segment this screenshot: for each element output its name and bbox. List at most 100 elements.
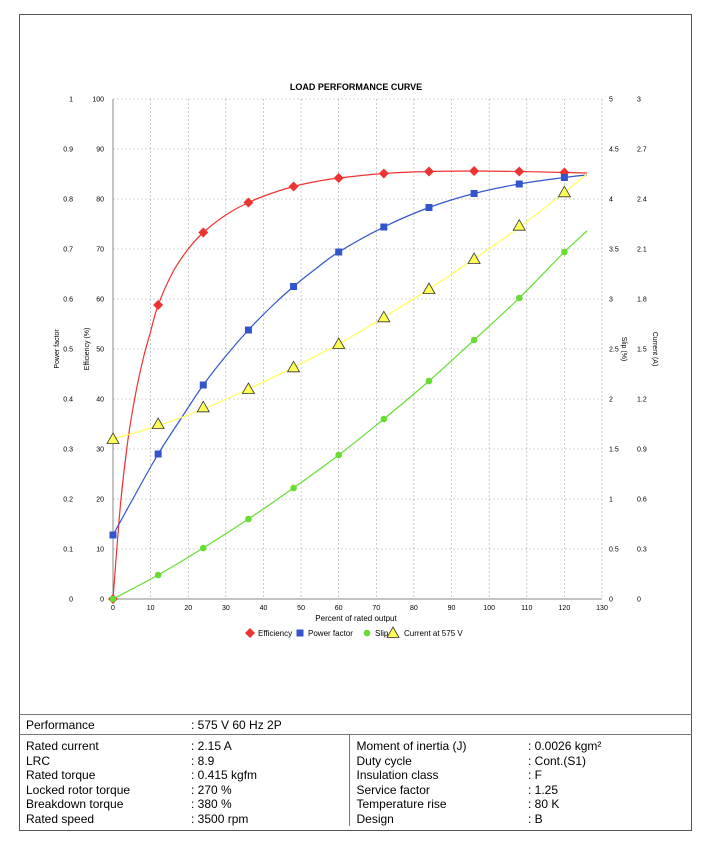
- efficiency-point: [333, 173, 344, 183]
- x-tick-label: 0: [111, 605, 115, 612]
- x-axis-label: Percent of rated output: [315, 614, 397, 623]
- current-point: [377, 310, 391, 323]
- performance-row: Performance : 575 V 60 Hz 2P: [19, 714, 692, 735]
- slip-tick-label: 0.5: [609, 547, 619, 554]
- x-tick-label: 70: [372, 605, 380, 612]
- chart-frame: [19, 14, 692, 831]
- slip-point: [154, 571, 162, 579]
- spec-row: Rated torque : 0.415 kgfm Insulation cla…: [19, 768, 692, 783]
- slip-tick-label: 1: [609, 497, 613, 504]
- x-tick-label: 20: [184, 605, 192, 612]
- slip-axis-label: Slip (%): [620, 337, 627, 362]
- efficiency-tick-label: 80: [96, 197, 104, 204]
- efficiency-tick-label: 20: [96, 497, 104, 504]
- power-point: [335, 248, 343, 256]
- current-point: [332, 337, 346, 349]
- power-point: [244, 326, 252, 334]
- spec-value: : 0.0026 kgm²: [528, 739, 602, 754]
- power-point: [290, 283, 298, 290]
- power-point: [425, 204, 433, 211]
- x-tick-label: 100: [483, 605, 495, 612]
- efficiency-tick-label: 0: [100, 597, 104, 604]
- load-performance-chart: LOAD PERFORMANCE CURVE 0 10 20 30 40 50 60 70 80…: [54, 82, 658, 638]
- spec-value: : 2.15 A: [191, 739, 232, 754]
- slip-tick-label: 4.5: [609, 147, 619, 154]
- current-point: [286, 360, 301, 373]
- legend: Efficiency Power factor Slip Current at 575…: [245, 626, 463, 638]
- spec-label: Locked rotor torque: [26, 782, 131, 797]
- x-tick-label: 110: [521, 605, 532, 612]
- efficiency-point: [198, 227, 209, 238]
- spec-label: Temperature rise: [348, 797, 521, 812]
- spec-table: Performance : 575 V 60 Hz 2P Rated curre…: [19, 714, 692, 826]
- efficiency-tick-label: 100: [92, 97, 104, 104]
- grid: [113, 98, 603, 599]
- x-tick-label: 80: [410, 605, 418, 612]
- slip-point: [245, 515, 252, 523]
- power-factor-tick-label: 1: [69, 97, 73, 104]
- curves: [112, 170, 588, 600]
- slip-point: [109, 595, 117, 603]
- spec-label: Rated torque: [26, 768, 96, 783]
- current-point: [557, 185, 572, 198]
- current-tick-label: 1.2: [637, 397, 647, 404]
- spec-label: Insulation class: [348, 768, 521, 783]
- spec-value: : 80 K: [528, 797, 560, 812]
- efficiency-tick-label: 60: [96, 297, 104, 304]
- power-factor-tick-label: 0.7: [63, 247, 73, 254]
- spec-value: : 380 %: [191, 797, 232, 812]
- slip-point: [425, 377, 433, 385]
- x-tick-label: 50: [297, 605, 305, 612]
- current-tick-label: 0.9: [637, 447, 647, 454]
- current-tick-label: 0: [637, 597, 641, 604]
- efficiency-tick-label: 10: [96, 547, 104, 554]
- spec-value: : 3500 rpm: [191, 811, 249, 826]
- efficiency-point: [243, 197, 254, 208]
- slip-tick-label: 5: [609, 97, 613, 104]
- spec-label: Design: [348, 811, 521, 826]
- current-point: [151, 417, 165, 429]
- slip-tick-label: 3: [609, 297, 613, 304]
- efficiency-tick-label: 50: [96, 347, 104, 354]
- current-tick-label: 2.7: [637, 147, 647, 154]
- performance-value: : 575 V 60 Hz 2P: [184, 714, 692, 735]
- legend-power-label: Power factor: [308, 629, 353, 638]
- current-point: [106, 432, 120, 444]
- x-tick-label: 30: [222, 605, 230, 612]
- slip-point: [380, 415, 388, 423]
- power-point: [560, 174, 568, 181]
- slip-tick-label: 0: [609, 597, 613, 604]
- legend-slip-marker: [363, 629, 371, 637]
- spec-value: : F: [528, 768, 542, 783]
- legend-slip-label: Slip: [375, 629, 389, 638]
- spec-value: : 1.25: [528, 782, 559, 797]
- power-point: [199, 381, 207, 389]
- slip-point: [199, 544, 207, 552]
- markers: [106, 166, 572, 604]
- power-factor-tick-label: 0.9: [63, 147, 73, 154]
- spec-label: Rated speed: [26, 811, 95, 826]
- power-point: [109, 531, 117, 539]
- chart-title: LOAD PERFORMANCE CURVE: [290, 82, 422, 92]
- slip-tick-label: 3.5: [609, 247, 619, 254]
- efficiency-line: [112, 170, 587, 600]
- legend-current-label: Current at 575 V: [404, 629, 463, 638]
- efficiency-point: [514, 166, 525, 177]
- spec-value: : B: [528, 811, 543, 826]
- current-axis-label: Current (A): [651, 332, 658, 367]
- spec-value: : 8.9: [191, 753, 215, 768]
- x-tick-label: 120: [559, 605, 571, 612]
- power-factor-tick-label: 0.4: [63, 397, 73, 404]
- efficiency-tick-label: 70: [96, 247, 104, 254]
- power-point: [470, 190, 478, 197]
- efficiency-point: [288, 181, 299, 192]
- power-point: [515, 180, 523, 188]
- spec-label: Rated current: [26, 739, 99, 754]
- spec-row: Breakdown torque : 380 % Temperature ris…: [19, 797, 692, 812]
- power-factor-tick-label: 0.1: [63, 547, 73, 554]
- power-factor-tick-label: 0.5: [63, 347, 73, 354]
- spec-label: Breakdown torque: [26, 797, 124, 812]
- slip-point: [335, 451, 342, 459]
- current-tick-label: 0.6: [637, 497, 647, 504]
